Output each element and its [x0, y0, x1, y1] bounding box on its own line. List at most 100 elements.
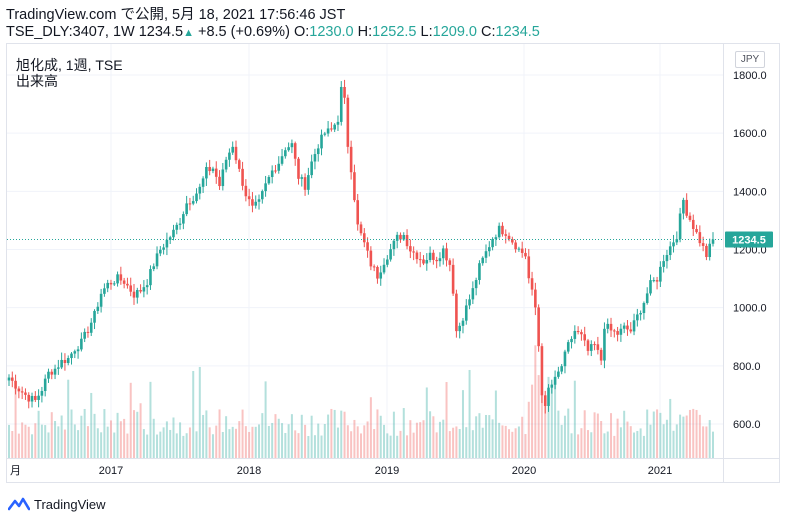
volume-bar: [8, 424, 10, 458]
candle-body: [264, 183, 267, 192]
volume-bar: [202, 414, 205, 458]
volume-bar: [119, 421, 122, 458]
y-tick-label: 800.0: [733, 361, 761, 373]
candle-body: [333, 124, 336, 130]
volume-bar: [442, 419, 445, 458]
volume-bar: [534, 345, 537, 458]
volume-bar: [675, 424, 678, 458]
candle-body: [389, 249, 392, 260]
currency-button[interactable]: JPY: [735, 51, 765, 68]
tradingview-brand[interactable]: TradingView: [8, 495, 106, 513]
volume-bar: [37, 410, 40, 458]
volume-bar: [369, 397, 372, 458]
volume-bar: [583, 410, 586, 458]
y-tick-label: 600.0: [733, 419, 761, 431]
candle-body: [649, 280, 652, 294]
volume-bar: [652, 411, 655, 458]
candle-body: [359, 224, 363, 234]
volume-bar: [162, 427, 165, 458]
candle-body: [481, 257, 485, 264]
volume-bar: [577, 434, 580, 458]
candle-body: [254, 201, 258, 206]
candle-body: [346, 97, 350, 147]
last-price-tag: [725, 231, 773, 248]
candle-body: [372, 266, 376, 268]
candle-body: [60, 359, 63, 368]
candle-body: [159, 249, 162, 254]
volume-bar: [692, 408, 695, 458]
candle-body: [458, 325, 461, 332]
volume-bar: [524, 434, 527, 458]
candle-body: [576, 330, 580, 333]
volume-bar: [586, 430, 589, 458]
volume-bar: [333, 409, 336, 458]
candle-body: [99, 293, 103, 307]
candle-body: [386, 259, 389, 265]
volume-bar: [356, 426, 359, 458]
candle-body: [366, 242, 369, 251]
y-tick-label: 1400.0: [733, 186, 767, 198]
candle-body: [43, 378, 47, 391]
candle-body: [70, 353, 73, 359]
volume-bar: [419, 422, 422, 458]
volume-bar: [244, 426, 247, 458]
x-tick-label: 2018: [237, 465, 261, 477]
candle-body: [109, 282, 113, 285]
volume-bar: [225, 416, 228, 458]
volume-bar: [165, 421, 168, 458]
volume-bar: [330, 408, 333, 458]
volume-bar: [560, 424, 563, 458]
candle-body: [20, 391, 24, 393]
volume-bar: [468, 369, 471, 458]
volume-bar: [616, 418, 619, 458]
candle-body: [395, 234, 399, 241]
volume-bar: [412, 432, 415, 458]
volume-bar: [521, 416, 524, 458]
candle-body: [593, 344, 596, 346]
candle-body: [40, 390, 44, 396]
chart-frame[interactable]: [6, 43, 780, 483]
volume-bar: [77, 430, 80, 458]
volume-bar: [705, 426, 708, 458]
volume-bar: [188, 427, 191, 458]
candle-body: [224, 159, 228, 170]
candle-body: [290, 143, 294, 148]
candle-body: [596, 344, 600, 350]
open-value: 1230.0: [309, 24, 354, 40]
volume-bar: [422, 420, 425, 458]
high-value: 1252.5: [372, 24, 417, 40]
volume-bar: [179, 422, 182, 458]
volume-bar: [100, 432, 103, 458]
volume-bar: [488, 415, 491, 458]
candle-body: [323, 133, 327, 135]
candle-body: [50, 371, 54, 375]
volume-bar: [300, 414, 303, 458]
volume-bar: [340, 410, 343, 458]
volume-bar: [211, 434, 214, 458]
candle-body: [636, 314, 639, 321]
candle-body: [642, 302, 646, 314]
volume-bar: [511, 431, 514, 458]
volume-bar: [613, 435, 616, 458]
candle-body: [566, 342, 570, 352]
candle-body: [586, 340, 590, 351]
candle-body: [484, 251, 488, 258]
candle-body: [497, 225, 501, 238]
candle-body: [165, 239, 169, 248]
candle-body: [37, 395, 40, 400]
x-tick-label: 2017: [99, 465, 123, 477]
candle-body: [149, 269, 152, 286]
volume-bar: [156, 434, 159, 458]
volume-bar: [261, 413, 264, 458]
candle-body: [310, 161, 313, 176]
volume-bar: [182, 435, 185, 458]
price-change: +8.5 (+0.69%): [198, 24, 290, 40]
candle-body: [86, 331, 90, 333]
candle-body: [185, 203, 188, 215]
y-tick-label: 1600.0: [733, 128, 767, 140]
volume-bar: [264, 381, 267, 458]
volume-bar: [205, 410, 208, 458]
candle-body: [685, 199, 688, 216]
candle-body: [83, 331, 86, 339]
